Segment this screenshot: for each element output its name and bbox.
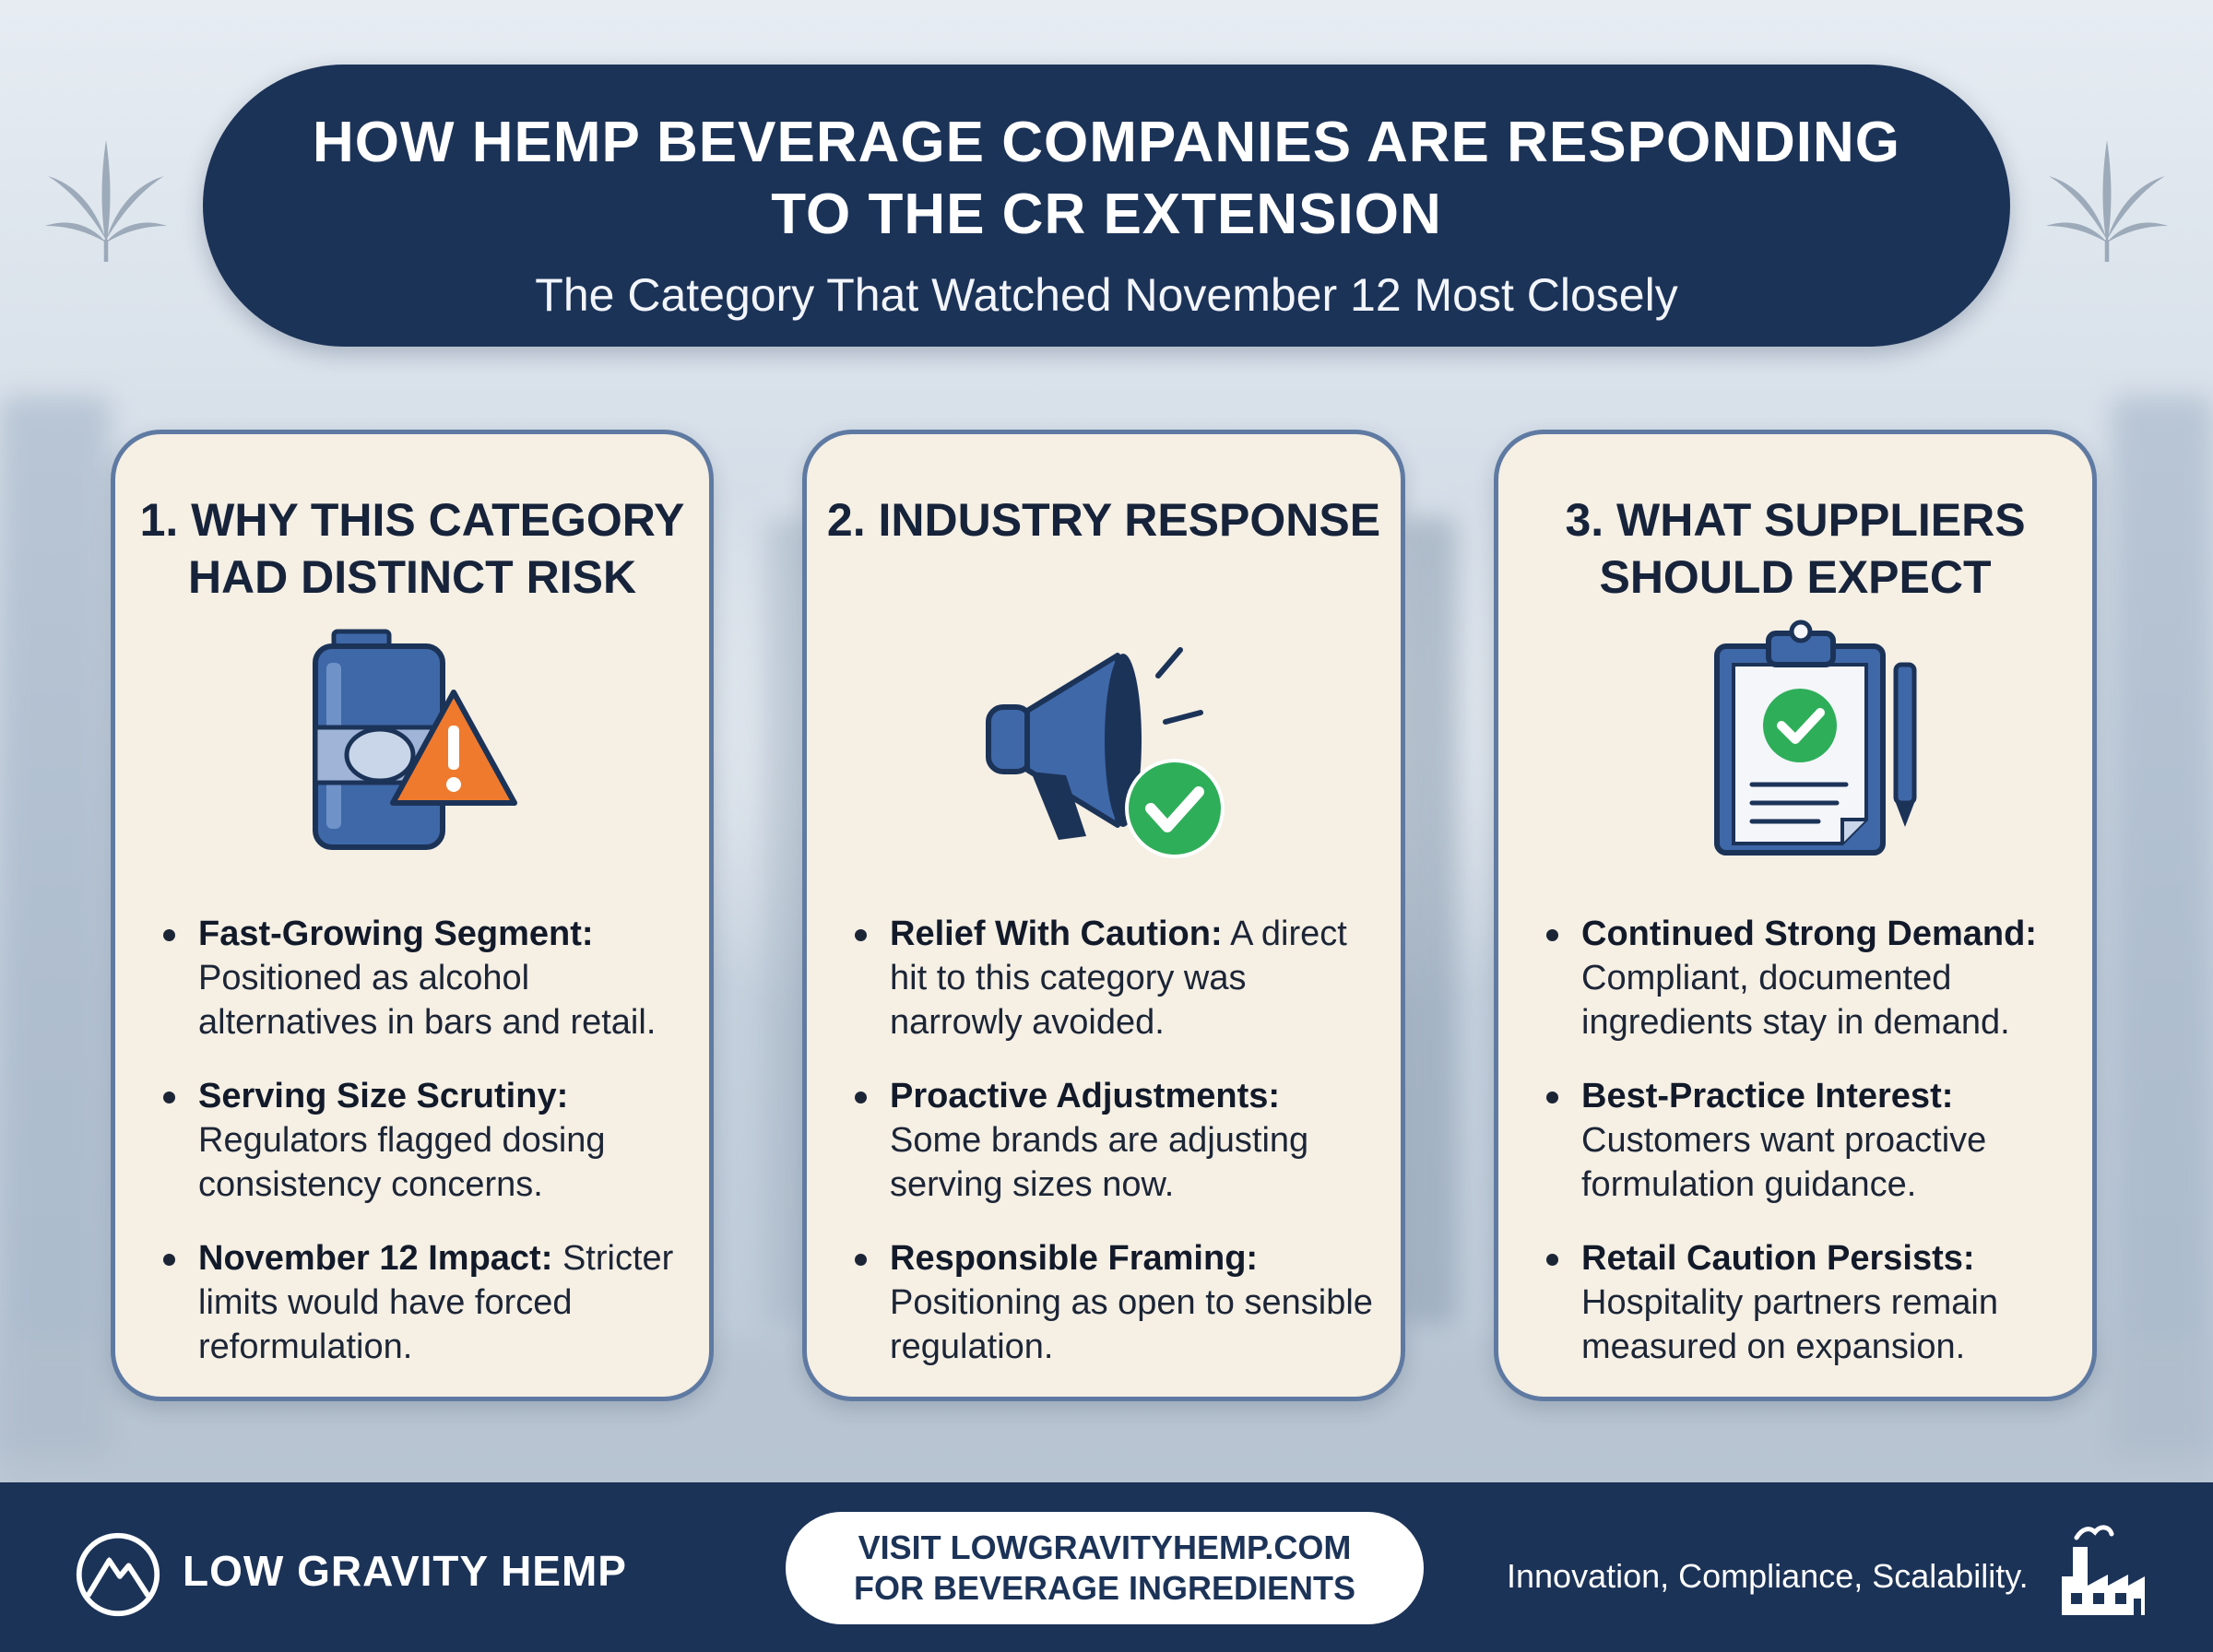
hemp-leaf-icon: [2046, 140, 2168, 262]
item-text: Positioning as open to sensible regulati…: [890, 1283, 1373, 1366]
item-label: Retail Caution Persists:: [1581, 1239, 1975, 1278]
list-item: Continued Strong Demand: Compliant, docu…: [1544, 912, 2065, 1044]
list-item: Best-Practice Interest: Customers want p…: [1544, 1074, 2065, 1207]
item-label: Best-Practice Interest:: [1581, 1077, 1954, 1115]
header-banner: How Hemp Beverage Companies Are Respondi…: [203, 65, 2010, 347]
list-item: November 12 Impact: Stricter limits woul…: [161, 1236, 681, 1369]
footer-bar: LOW GRAVITY HEMP Visit LowGravityHemp.co…: [0, 1482, 2213, 1652]
tagline: Innovation, Compliance, Scalability.: [1507, 1557, 2029, 1595]
item-text: Regulators flagged dosing consistency co…: [198, 1121, 606, 1204]
card-title: 1. Why This Category Had Distinct Risk: [139, 494, 685, 603]
card-list: Fast-Growing Segment: Positioned as alco…: [161, 912, 681, 1398]
page-subtitle: The Category That Watched November 12 Mo…: [535, 269, 1678, 321]
item-text: A direct hit to this category was narrow…: [890, 914, 1347, 1042]
card-list: Relief With Caution: A direct hit to thi…: [853, 912, 1373, 1398]
megaphone-check-icon: [986, 647, 1225, 858]
beverage-can-warning-icon: [313, 629, 517, 850]
item-label: Proactive Adjustments:: [890, 1077, 1281, 1115]
item-text: Compliant, documented ingredients stay i…: [1581, 959, 2010, 1042]
list-item: Serving Size Scrutiny: Regulators flagge…: [161, 1074, 681, 1207]
list-item: Retail Caution Persists: Hospitality par…: [1544, 1236, 2065, 1369]
item-label: Responsible Framing:: [890, 1239, 1259, 1278]
item-label: Serving Size Scrutiny:: [198, 1077, 569, 1115]
mountain-logo-icon: [76, 1532, 160, 1617]
card-category-risk: 1. Why This Category Had Distinct Risk F…: [111, 430, 714, 1401]
clipboard-check-icon: [1714, 620, 1917, 856]
item-text: Positioned as alcohol alternatives in ba…: [198, 959, 657, 1042]
background-shape: [2112, 396, 2213, 1457]
hemp-leaf-icon: [45, 140, 167, 262]
card-supplier-expectations: 3. What Suppliers Should Expect Continue…: [1494, 430, 2097, 1401]
item-text: Stricter limits would have forced reform…: [198, 1239, 674, 1366]
card-title: 2. Industry Response: [826, 494, 1381, 546]
card-title: 3. What Suppliers Should Expect: [1565, 494, 2026, 603]
factory-icon: [2062, 1525, 2145, 1615]
cta-line-1: Visit LowGravityHemp.com: [858, 1528, 1352, 1566]
list-item: Proactive Adjustments: Some brands are a…: [853, 1074, 1373, 1207]
background-shape: [1402, 516, 1457, 1328]
item-text: Customers want proactive formulation gui…: [1581, 1121, 1987, 1204]
item-label: November 12 Impact:: [198, 1239, 553, 1278]
card-list: Continued Strong Demand: Compliant, docu…: [1544, 912, 2065, 1398]
card-industry-response: 2. Industry Response Relief With Caution…: [802, 430, 1405, 1401]
item-text: Some brands are adjusting serving sizes …: [890, 1121, 1309, 1204]
item-text: Hospitality partners remain measured on …: [1581, 1283, 1998, 1366]
brand-name: LOW GRAVITY HEMP: [183, 1547, 627, 1595]
visit-website-button[interactable]: Visit LowGravityHemp.com for Beverage In…: [786, 1512, 1424, 1624]
page-title: How Hemp Beverage Companies Are Respondi…: [313, 111, 1900, 246]
item-label: Continued Strong Demand:: [1581, 914, 2037, 953]
list-item: Responsible Framing: Positioning as open…: [853, 1236, 1373, 1369]
item-label: Relief With Caution:: [890, 914, 1223, 953]
list-item: Fast-Growing Segment: Positioned as alco…: [161, 912, 681, 1044]
item-label: Fast-Growing Segment:: [198, 914, 594, 953]
cta-line-2: for Beverage Ingredients: [853, 1569, 1356, 1607]
background-shape: [0, 396, 111, 1457]
list-item: Relief With Caution: A direct hit to thi…: [853, 912, 1373, 1044]
